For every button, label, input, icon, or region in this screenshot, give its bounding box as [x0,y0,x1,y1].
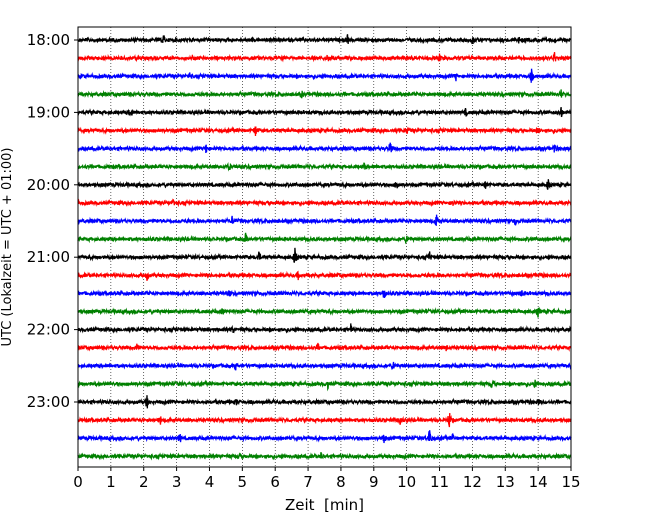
trace-2300 [77,395,572,409]
x-tick-label: 5 [238,473,248,491]
trace-2015 [77,198,572,208]
trace-1830 [77,68,572,83]
seismogram-traces [77,34,572,461]
trace-2330 [77,430,572,444]
trace-2145 [77,306,572,318]
y-axis-label: UTC (Lokalzeit = UTC + 01:00) [0,148,15,347]
y-axis-ticks: 18:00 19:00 20:00 21:00 22:00 23:00 [27,31,78,411]
x-tick-label: 15 [561,473,580,491]
trace-1945 [77,162,572,172]
x-tick-label: 9 [369,473,379,491]
trace-1900 [77,106,572,118]
x-tick-label: 1 [106,473,116,491]
trace-2045 [77,232,572,245]
trace-1800 [77,34,572,45]
y-tick-label: 20:00 [27,176,70,194]
x-tick-label: 0 [73,473,83,491]
y-tick-label: 22:00 [27,321,70,339]
trace-2130 [77,289,572,299]
trace-2000 [77,179,572,190]
trace-2215 [77,342,572,352]
trace-2230 [77,361,572,371]
trace-2200 [77,323,572,334]
x-tick-label: 10 [397,473,416,491]
x-tick-label: 12 [463,473,482,491]
x-tick-label: 4 [205,473,215,491]
trace-2315 [77,413,572,428]
trace-1845 [77,89,572,99]
x-axis-label: Zeit [min] [285,496,364,514]
vertical-gridlines [110,27,539,467]
y-tick-label: 21:00 [27,248,70,266]
trace-1915 [77,126,572,136]
trace-2115 [77,270,572,281]
x-axis-ticks: 0 1 2 3 4 5 6 7 8 9 10 11 12 13 14 15 [73,467,581,491]
x-tick-label: 13 [496,473,515,491]
x-tick-label: 6 [270,473,280,491]
x-tick-label: 7 [303,473,313,491]
x-tick-label: 3 [172,473,182,491]
y-tick-label: 18:00 [27,31,70,49]
trace-1930 [77,142,572,154]
plot-frame [77,26,572,468]
x-tick-label: 14 [529,473,548,491]
trace-1815 [77,52,572,63]
trace-2100 [77,247,572,263]
y-tick-label: 23:00 [27,393,70,411]
trace-2245 [77,379,572,392]
trace-2345 [77,451,572,461]
y-tick-label: 19:00 [27,103,70,121]
x-tick-label: 8 [336,473,346,491]
x-tick-label: 11 [430,473,449,491]
trace-2030 [77,214,572,226]
x-tick-label: 2 [139,473,149,491]
